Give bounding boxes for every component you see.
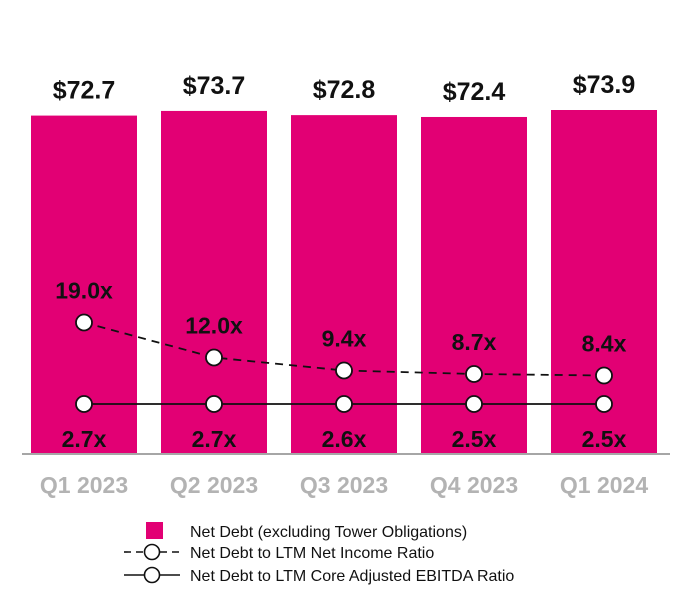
ebitda-ratio-label-q1-2024: 2.5x — [582, 426, 627, 452]
ratio-value-labels: 19.0x 12.0x 9.4x 8.7x 8.4x 2.7x 2.7x 2.6x 2.5x 2.… — [55, 278, 626, 453]
ebitda-ratio-label-q1-2023: 2.7x — [62, 426, 107, 452]
bar-value-label-q4-2023: $72.4 — [443, 78, 506, 106]
ebitda-ratio-label-q4-2023: 2.5x — [452, 426, 497, 452]
marker-ebitda-q1-2023 — [75, 395, 93, 413]
marker-ebitda-q3-2023 — [335, 395, 353, 413]
x-tick-label-q4-2023: Q4 2023 — [430, 472, 518, 498]
marker-net-income-q3-2023 — [335, 361, 353, 380]
net-income-ratio-label-q4-2023: 8.7x — [452, 329, 497, 355]
x-tick-label-q3-2023: Q3 2023 — [300, 472, 388, 498]
net-income-ratio-label-q2-2023: 12.0x — [185, 313, 243, 339]
ebitda-ratio-label-q3-2023: 2.6x — [322, 426, 367, 452]
line-net-income-ratio — [83, 321, 605, 377]
bar-value-label-q1-2023: $72.7 — [53, 77, 116, 105]
legend-label-ebitda: Net Debt to LTM Core Adjusted EBITDA Rat… — [190, 568, 514, 585]
bar-value-labels: $72.7 $73.7 $72.8 $72.4 $73.9 — [53, 71, 636, 106]
legend-swatch-net-debt — [146, 522, 163, 539]
marker-ebitda-q1-2024 — [595, 395, 613, 413]
x-axis-ticks: Q1 2023 Q2 2023 Q3 2023 Q4 2023 Q1 2024 — [40, 472, 648, 498]
ebitda-ratio-label-q2-2023: 2.7x — [192, 426, 237, 452]
net-income-ratio-label-q3-2023: 9.4x — [322, 326, 367, 352]
marker-net-income-q4-2023 — [465, 365, 483, 383]
x-tick-label-q2-2023: Q2 2023 — [170, 472, 258, 498]
net-income-ratio-label-q1-2023: 19.0x — [55, 278, 113, 304]
x-tick-label-q1-2024: Q1 2024 — [560, 472, 648, 498]
marker-ebitda-q2-2023 — [205, 395, 223, 413]
marker-net-income-q1-2023 — [75, 313, 93, 332]
marker-ebitda-q4-2023 — [465, 395, 483, 413]
legend-label-net-debt: Net Debt (excluding Tower Obligations) — [190, 524, 467, 541]
net-income-ratio-label-q1-2024: 8.4x — [582, 331, 627, 357]
bar-value-label-q2-2023: $73.7 — [183, 72, 246, 100]
legend-label-net-income: Net Debt to LTM Net Income Ratio — [190, 545, 434, 562]
marker-net-income-q2-2023 — [205, 348, 223, 367]
x-tick-label-q1-2023: Q1 2023 — [40, 472, 128, 498]
legend-marker-net-income — [143, 543, 161, 561]
legend: Net Debt (excluding Tower Obligations) N… — [124, 522, 514, 585]
marker-net-income-q1-2024 — [595, 366, 613, 385]
legend-marker-ebitda — [143, 566, 161, 584]
bar-value-label-q1-2024: $73.9 — [573, 71, 636, 99]
bar-value-label-q3-2023: $72.8 — [313, 76, 376, 104]
ratio-lines — [75, 313, 613, 413]
